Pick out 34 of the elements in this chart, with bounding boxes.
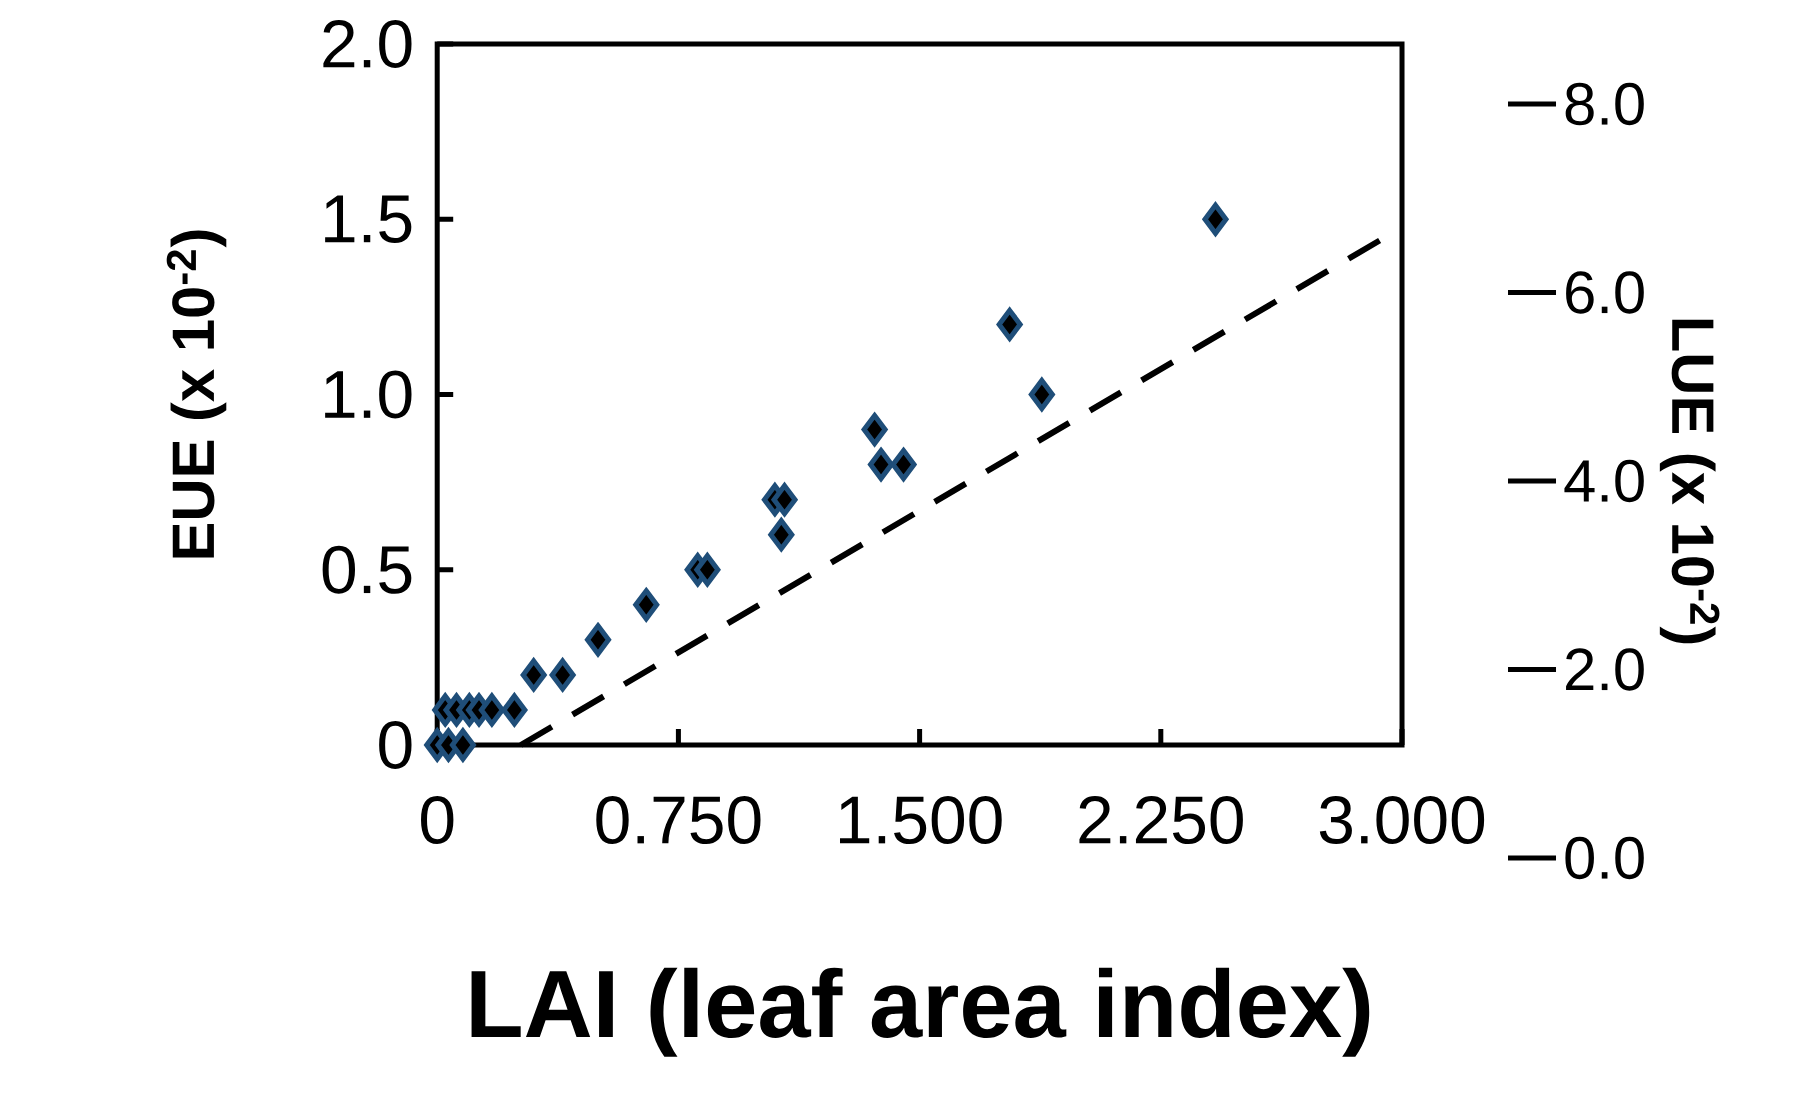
y2-tick-label: 6.0 (1566, 271, 1644, 314)
point (868, 448, 895, 482)
y-tick-label: 0.5 (322, 545, 412, 594)
point (549, 658, 576, 692)
point (861, 413, 888, 447)
point (449, 728, 476, 762)
y2-axis-title: LUE (x 10$^{-2}$) (1659, 319, 1720, 644)
y-tick-label: 0 (379, 721, 412, 769)
point (520, 658, 547, 692)
point (633, 588, 660, 622)
y2-tick-label: 2.0 (1566, 648, 1644, 691)
y2-tick-label: 4.0 (1564, 459, 1644, 503)
point (585, 623, 612, 657)
x-tick-label: 3.000 (1319, 796, 1485, 844)
y-tick-label: 1.0 (325, 370, 412, 419)
point (771, 483, 798, 517)
y2-tick-label: 0.0 (1565, 836, 1644, 880)
y-tick-label: 1.5 (325, 195, 412, 243)
point (996, 307, 1023, 341)
point (478, 693, 505, 727)
x-tick-label: 2.250 (1079, 796, 1243, 844)
point (1028, 378, 1055, 411)
point (768, 518, 795, 552)
y2-tick-label: 8.0 (1565, 82, 1644, 126)
y-axis-title: EUE (x 10$^{-2}$) (166, 230, 227, 558)
x-tick-label: 1.500 (840, 796, 1002, 844)
point (694, 553, 721, 587)
x-tick-label: 0 (421, 796, 454, 844)
point (501, 693, 528, 727)
y-tick-label: 2.0 (323, 20, 412, 68)
x-axis-title: LAI (leaf area index) (471, 967, 1370, 1057)
x-tick-label: 0.750 (596, 796, 761, 844)
point (1202, 202, 1229, 236)
point (890, 448, 917, 482)
